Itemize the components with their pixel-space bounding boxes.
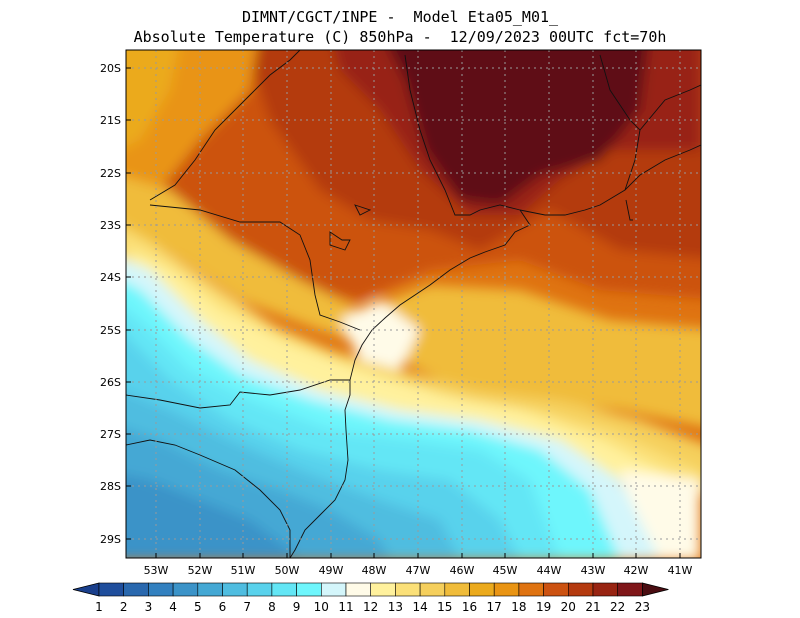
colorbar-cell	[567, 582, 594, 597]
map-title-line1: DIMNT/CGCT/INPE - Model Eta05_M01_	[241, 8, 559, 26]
colorbar-label: 16	[462, 600, 477, 614]
latitude-ticks: 20S 21S 22S 23S 24S 25S 26S 27S 28S 29S	[100, 62, 131, 546]
colorbar-cell	[370, 582, 396, 597]
map-title-line2: Absolute Temperature (C) 850hPa - 12/09/…	[133, 28, 667, 46]
colorbar-cell	[518, 582, 544, 597]
colorbar-cell	[123, 582, 149, 597]
colorbar-label: 18	[511, 600, 526, 614]
lat-tick-label: 21S	[100, 114, 121, 127]
lon-tick-label: 42W	[624, 564, 649, 577]
lon-tick-label: 49W	[319, 564, 344, 577]
colorbar-label: 22	[610, 600, 625, 614]
colorbar-label: 13	[388, 600, 403, 614]
lat-tick-label: 26S	[100, 376, 121, 389]
colorbar-cell	[592, 582, 619, 597]
colorbar-label: 12	[363, 600, 378, 614]
lat-tick-label: 20S	[100, 62, 121, 75]
colorbar-label: 2	[120, 600, 128, 614]
colorbar-label: 4	[169, 600, 177, 614]
lat-tick-label: 22S	[100, 167, 121, 180]
colorbar-label: 19	[536, 600, 551, 614]
colorbar-cell	[320, 582, 347, 597]
colorbar-cell	[222, 582, 248, 597]
colorbar-cell	[172, 582, 199, 597]
colorbar-cell	[345, 582, 372, 597]
colorbar-label: 21	[585, 600, 600, 614]
longitude-ticks: 53W 52W 51W 50W 49W 48W 47W 46W 45W 44W 43W 42W 41W	[144, 553, 693, 577]
colorbar-cell	[395, 582, 421, 597]
colorbar-label: 3	[145, 600, 153, 614]
colorbar-label: 20	[561, 600, 576, 614]
colorbar-cell	[296, 582, 322, 597]
colorbar-right-arrow	[642, 582, 669, 597]
lon-tick-label: 48W	[362, 564, 387, 577]
lon-tick-label: 50W	[275, 564, 300, 577]
lat-lon-grid	[126, 50, 701, 558]
lat-tick-label: 23S	[100, 219, 121, 232]
lat-tick-label: 29S	[100, 533, 121, 546]
lon-tick-label: 53W	[144, 564, 169, 577]
colorbar-cell	[197, 582, 223, 597]
colorbar-label: 23	[635, 600, 650, 614]
lon-tick-label: 51W	[231, 564, 256, 577]
colorbar-cell	[444, 582, 470, 597]
lat-tick-label: 25S	[100, 324, 121, 337]
temperature-field	[126, 50, 701, 558]
colorbar-label: 5	[194, 600, 202, 614]
colorbar-cell	[271, 582, 297, 597]
colorbar-label: 6	[219, 600, 227, 614]
colorbar-label: 10	[314, 600, 329, 614]
colorbar-label: 14	[412, 600, 427, 614]
colorbar-label: 9	[293, 600, 301, 614]
colorbar-cell	[98, 582, 125, 597]
lat-tick-label: 28S	[100, 480, 121, 493]
colorbar-label: 1	[95, 600, 103, 614]
colorbar-cell	[617, 582, 643, 597]
colorbar-cell	[469, 582, 495, 597]
lat-tick-label: 27S	[100, 428, 121, 441]
colorbar-cell	[419, 582, 446, 597]
lon-tick-label: 44W	[537, 564, 562, 577]
lon-tick-label: 45W	[493, 564, 518, 577]
lon-tick-label: 41W	[668, 564, 693, 577]
colorbar-left-arrow	[72, 582, 100, 597]
lon-tick-label: 46W	[450, 564, 475, 577]
lon-tick-label: 43W	[581, 564, 606, 577]
colorbar-cell	[148, 582, 174, 597]
colorbar: 1 2 3 4 5 6 7 8 9 10 11 12 13 14 15 16 17 18 19 20 21 22 23	[72, 582, 669, 614]
colorbar-cell	[543, 582, 569, 597]
lon-tick-label: 47W	[406, 564, 431, 577]
map-frame	[125, 49, 702, 559]
colorbar-label: 7	[243, 600, 251, 614]
colorbar-label: 15	[437, 600, 452, 614]
colorbar-label: 8	[268, 600, 276, 614]
colorbar-label: 11	[338, 600, 353, 614]
colorbar-label: 17	[487, 600, 502, 614]
lon-tick-label: 52W	[188, 564, 213, 577]
colorbar-cell	[493, 582, 520, 597]
colorbar-cell	[246, 582, 273, 597]
lat-tick-label: 24S	[100, 271, 121, 284]
